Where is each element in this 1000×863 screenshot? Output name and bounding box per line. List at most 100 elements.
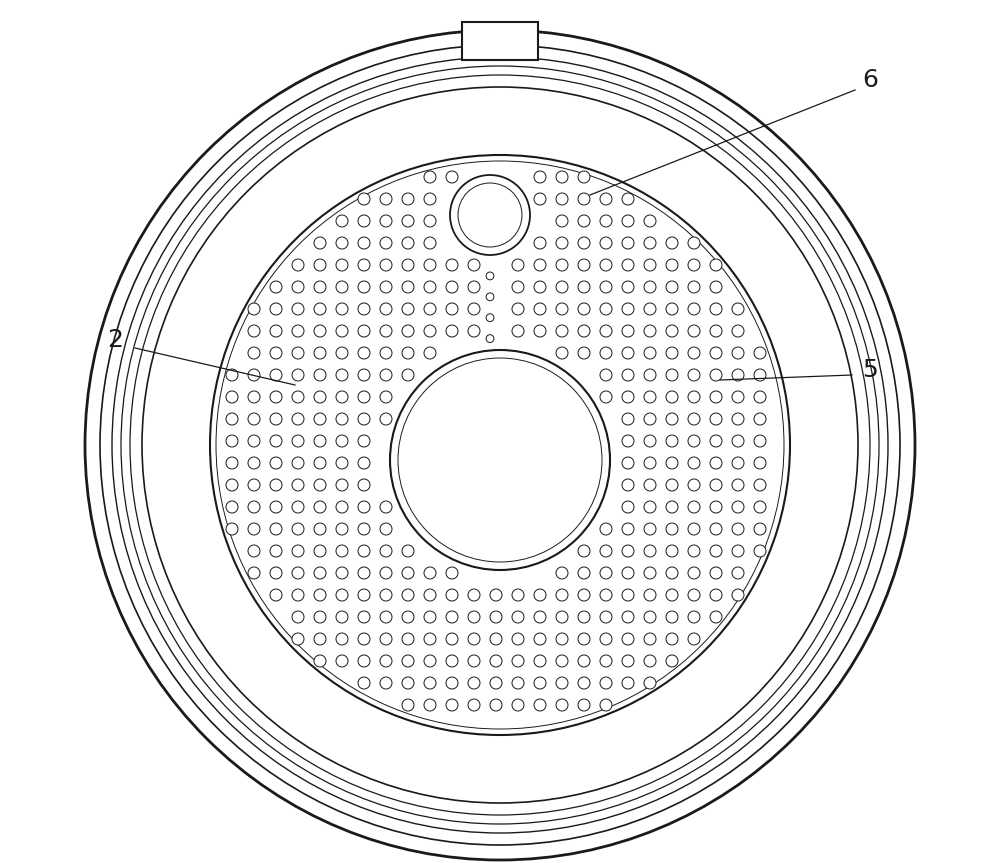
Circle shape — [292, 325, 304, 337]
Circle shape — [292, 457, 304, 469]
Circle shape — [336, 655, 348, 667]
Circle shape — [390, 350, 610, 570]
Circle shape — [600, 567, 612, 579]
Circle shape — [710, 347, 722, 359]
Circle shape — [644, 479, 656, 491]
Circle shape — [226, 479, 238, 491]
Circle shape — [710, 545, 722, 557]
Circle shape — [710, 523, 722, 535]
Circle shape — [314, 567, 326, 579]
Circle shape — [292, 413, 304, 425]
Circle shape — [210, 155, 790, 735]
Circle shape — [512, 589, 524, 601]
Circle shape — [270, 479, 282, 491]
Circle shape — [314, 479, 326, 491]
Circle shape — [446, 633, 458, 645]
Circle shape — [710, 457, 722, 469]
Circle shape — [666, 655, 678, 667]
Circle shape — [314, 655, 326, 667]
Circle shape — [336, 523, 348, 535]
Circle shape — [226, 435, 238, 447]
Circle shape — [578, 699, 590, 711]
Circle shape — [226, 523, 238, 535]
Circle shape — [600, 699, 612, 711]
Circle shape — [446, 589, 458, 601]
Circle shape — [270, 589, 282, 601]
Circle shape — [314, 325, 326, 337]
Circle shape — [600, 325, 612, 337]
Circle shape — [754, 391, 766, 403]
Circle shape — [292, 259, 304, 271]
Circle shape — [666, 435, 678, 447]
Circle shape — [226, 391, 238, 403]
Circle shape — [336, 435, 348, 447]
Circle shape — [424, 281, 436, 293]
Circle shape — [534, 677, 546, 689]
Circle shape — [380, 347, 392, 359]
Circle shape — [644, 567, 656, 579]
Circle shape — [688, 523, 700, 535]
Circle shape — [710, 567, 722, 579]
Circle shape — [336, 215, 348, 227]
Circle shape — [292, 479, 304, 491]
Circle shape — [666, 589, 678, 601]
Circle shape — [336, 237, 348, 249]
Circle shape — [270, 281, 282, 293]
Circle shape — [578, 193, 590, 205]
Circle shape — [314, 435, 326, 447]
Circle shape — [468, 677, 480, 689]
Circle shape — [666, 303, 678, 315]
Circle shape — [292, 633, 304, 645]
Circle shape — [358, 259, 370, 271]
Circle shape — [270, 413, 282, 425]
Circle shape — [622, 259, 634, 271]
Circle shape — [314, 589, 326, 601]
Circle shape — [666, 457, 678, 469]
Circle shape — [754, 369, 766, 381]
Circle shape — [512, 611, 524, 623]
Circle shape — [314, 391, 326, 403]
Circle shape — [270, 347, 282, 359]
Circle shape — [336, 281, 348, 293]
Text: 6: 6 — [862, 68, 878, 92]
Circle shape — [600, 215, 612, 227]
Circle shape — [600, 523, 612, 535]
Circle shape — [468, 699, 480, 711]
Circle shape — [402, 369, 414, 381]
Circle shape — [512, 655, 524, 667]
Circle shape — [424, 633, 436, 645]
Circle shape — [666, 545, 678, 557]
Circle shape — [512, 325, 524, 337]
Circle shape — [622, 479, 634, 491]
Circle shape — [380, 259, 392, 271]
Circle shape — [732, 369, 744, 381]
Circle shape — [710, 369, 722, 381]
Circle shape — [248, 523, 260, 535]
Circle shape — [292, 435, 304, 447]
Circle shape — [622, 215, 634, 227]
Circle shape — [688, 259, 700, 271]
Circle shape — [424, 347, 436, 359]
Circle shape — [622, 281, 634, 293]
Circle shape — [556, 259, 568, 271]
Circle shape — [424, 589, 436, 601]
Circle shape — [446, 171, 458, 183]
Circle shape — [424, 655, 436, 667]
Circle shape — [468, 589, 480, 601]
Circle shape — [644, 457, 656, 469]
Circle shape — [556, 347, 568, 359]
Circle shape — [486, 293, 494, 300]
Circle shape — [468, 303, 480, 315]
Circle shape — [600, 391, 612, 403]
Circle shape — [578, 589, 590, 601]
Circle shape — [248, 413, 260, 425]
Circle shape — [512, 303, 524, 315]
Circle shape — [292, 369, 304, 381]
Circle shape — [622, 193, 634, 205]
Circle shape — [600, 655, 612, 667]
Circle shape — [578, 171, 590, 183]
Circle shape — [248, 435, 260, 447]
Circle shape — [578, 611, 590, 623]
Circle shape — [732, 479, 744, 491]
Circle shape — [358, 435, 370, 447]
